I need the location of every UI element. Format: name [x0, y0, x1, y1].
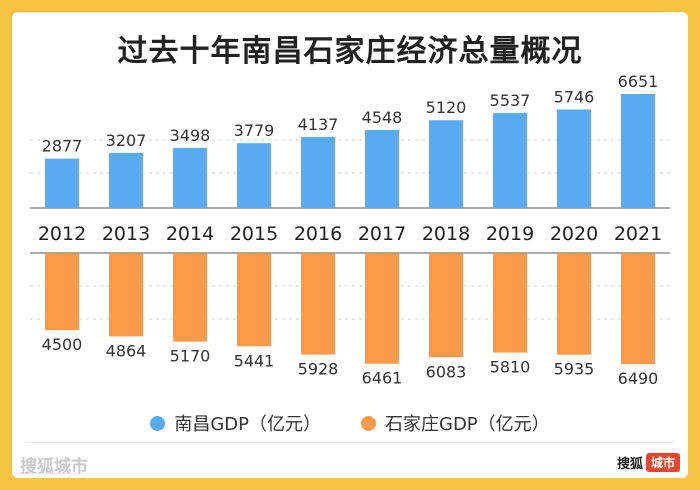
- tick-label-2021: 2021: [614, 223, 662, 245]
- legend-item-shijiazhuang: 石家庄GDP（亿元）: [361, 410, 550, 436]
- data-label-nanchang-2012: 2877: [42, 137, 83, 156]
- bar-shijiazhuang-2015: [237, 253, 271, 347]
- bar-nanchang-2016: [301, 137, 335, 208]
- data-label-shijiazhuang-2015: 5441: [234, 351, 275, 370]
- tick-label-2017: 2017: [358, 223, 406, 245]
- data-label-nanchang-2017: 4548: [362, 108, 403, 127]
- data-label-shijiazhuang-2013: 4864: [106, 341, 147, 360]
- brand-logo-badge: 城市: [645, 453, 680, 472]
- data-label-shijiazhuang-2021: 6490: [618, 369, 659, 388]
- data-label-shijiazhuang-2018: 6083: [426, 362, 467, 381]
- bar-shijiazhuang-2021: [621, 253, 655, 365]
- legend-swatch-nanchang: [150, 415, 166, 431]
- bar-shijiazhuang-2013: [109, 253, 143, 337]
- data-label-nanchang-2013: 3207: [106, 131, 147, 150]
- bar-nanchang-2014: [173, 148, 207, 208]
- bar-nanchang-2017: [365, 130, 399, 208]
- bar-nanchang-2020: [557, 109, 591, 208]
- bar-shijiazhuang-2018: [429, 253, 463, 358]
- legend-label-nanchang: 南昌GDP（亿元）: [174, 414, 321, 435]
- brand-logo-text: 搜狐: [616, 457, 643, 472]
- bar-nanchang-2013: [109, 153, 143, 208]
- watermark-logo: 搜狐城市: [20, 457, 88, 477]
- data-label-nanchang-2021: 6651: [618, 72, 659, 91]
- tick-label-2013: 2013: [102, 223, 150, 245]
- tick-label-2015: 2015: [230, 223, 278, 245]
- data-label-shijiazhuang-2012: 4500: [42, 335, 83, 354]
- data-label-shijiazhuang-2014: 5170: [170, 347, 211, 366]
- bar-shijiazhuang-2014: [173, 253, 207, 342]
- tick-label-2016: 2016: [294, 223, 342, 245]
- bar-shijiazhuang-2016: [301, 253, 335, 355]
- data-label-nanchang-2019: 5537: [490, 91, 531, 110]
- bar-nanchang-2021: [621, 94, 655, 208]
- data-label-shijiazhuang-2017: 6461: [362, 369, 403, 388]
- bar-shijiazhuang-2012: [45, 253, 79, 331]
- brand-logo: 搜狐 城市: [617, 453, 680, 472]
- bar-nanchang-2015: [237, 143, 271, 208]
- bar-nanchang-2019: [493, 113, 527, 208]
- footer-divider: [26, 442, 674, 443]
- tick-label-2019: 2019: [486, 223, 534, 245]
- chart-title: 过去十年南昌石家庄经济总量概况: [117, 34, 583, 69]
- tick-label-2020: 2020: [550, 223, 598, 245]
- bar-shijiazhuang-2017: [365, 253, 399, 364]
- data-label-nanchang-2018: 5120: [426, 98, 467, 117]
- legend-swatch-shijiazhuang: [361, 415, 376, 431]
- legend-item-nanchang: 南昌GDP（亿元）: [150, 410, 321, 436]
- data-label-shijiazhuang-2020: 5935: [554, 360, 595, 379]
- bar-shijiazhuang-2020: [557, 253, 591, 355]
- data-label-nanchang-2014: 3498: [170, 126, 211, 145]
- data-label-shijiazhuang-2019: 5810: [490, 358, 531, 377]
- data-label-shijiazhuang-2016: 5928: [298, 360, 339, 379]
- data-label-nanchang-2016: 4137: [298, 115, 339, 134]
- tick-label-2014: 2014: [166, 223, 214, 245]
- bar-nanchang-2018: [429, 120, 463, 208]
- chart-card: 过去十年南昌石家庄经济总量概况 2877 2012 4500 3207 2013 4864…: [12, 12, 688, 478]
- data-label-nanchang-2020: 5746: [554, 88, 595, 107]
- tick-label-2018: 2018: [422, 223, 470, 245]
- bar-shijiazhuang-2019: [493, 253, 527, 353]
- bar-chart: 2877 2012 4500 3207 2013 4864 3498 2014 5170 3779…: [30, 72, 670, 388]
- legend: 南昌GDP（亿元） 石家庄GDP（亿元）: [12, 410, 688, 436]
- data-label-nanchang-2015: 3779: [234, 121, 275, 140]
- legend-label-shijiazhuang: 石家庄GDP（亿元）: [385, 414, 550, 435]
- tick-label-2012: 2012: [38, 223, 86, 245]
- bar-nanchang-2012: [45, 158, 79, 208]
